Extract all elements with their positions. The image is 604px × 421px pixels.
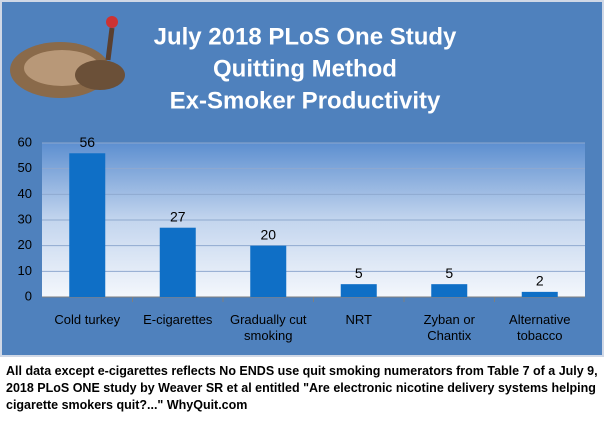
y-tick-label: 40	[18, 186, 32, 201]
y-tick-label: 20	[18, 237, 32, 252]
y-tick-label: 0	[25, 288, 32, 303]
chart-title: Ex-Smoker Productivity	[170, 87, 441, 114]
bar	[340, 284, 377, 297]
chart-title: July 2018 PLoS One Study	[154, 23, 457, 50]
chart-title: Quitting Method	[213, 55, 397, 82]
y-tick-label: 60	[18, 134, 32, 149]
x-tick-label: Cold turkey	[54, 312, 121, 327]
x-tick-label: NRT	[345, 312, 372, 327]
value-label: 27	[170, 208, 186, 224]
value-label: 5	[355, 265, 363, 281]
y-tick-label: 10	[18, 263, 32, 278]
value-label: 5	[445, 265, 453, 281]
bar	[250, 245, 287, 297]
footnote: All data except e-cigarettes reflects No…	[6, 364, 598, 412]
x-tick-label: Zyban or Chantix	[423, 312, 475, 343]
bar	[431, 284, 468, 297]
bar	[521, 291, 558, 297]
turkey-illustration	[10, 16, 125, 98]
x-tick-label: E-cigarettes	[143, 312, 213, 327]
value-label: 56	[79, 134, 95, 150]
x-tick-label: Alternative tobacco	[509, 312, 571, 343]
y-tick-label: 50	[18, 160, 32, 175]
y-tick-label: 30	[18, 211, 32, 226]
bar	[69, 153, 106, 297]
value-label: 20	[260, 226, 276, 242]
value-label: 2	[536, 273, 544, 289]
bar	[159, 227, 196, 297]
x-tick-label: Gradually cut smoking	[229, 312, 307, 343]
